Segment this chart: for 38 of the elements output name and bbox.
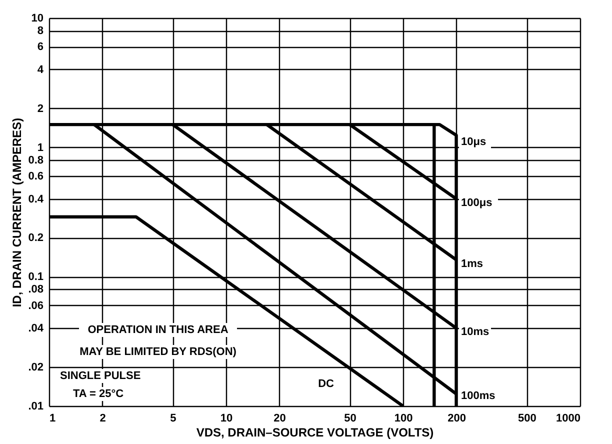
y-tick-label: 0.4 — [28, 193, 44, 206]
y-tick-label: 0.8 — [28, 154, 44, 166]
y-axis-title: ID, DRAIN CURRENT (AMPERES) — [10, 118, 24, 308]
x-tick-label: 5 — [170, 412, 176, 424]
x-tick-label: 20 — [274, 412, 286, 424]
annotation: OPERATION IN THIS AREA — [88, 324, 228, 336]
x-tick-label: 50 — [344, 412, 356, 424]
y-tick-label: 6 — [37, 41, 44, 54]
x-tick-label: 10 — [220, 412, 233, 424]
y-tick-label: .02 — [28, 362, 44, 374]
y-tick-label: 0.6 — [28, 170, 44, 183]
x-tick-label: 200 — [448, 412, 466, 424]
x-tick-label: 2 — [100, 412, 106, 424]
annotation: 10ms — [461, 326, 490, 338]
annotation: TA = 25°C — [73, 388, 124, 400]
annotation: 1ms — [461, 258, 484, 270]
annotation: 100ms — [461, 390, 496, 402]
y-tick-label: .06 — [28, 300, 44, 312]
annotation: 10μs — [461, 136, 486, 148]
y-tick-label: .01 — [28, 400, 44, 412]
x-tick-label: 500 — [518, 412, 536, 424]
annotation: DC — [318, 378, 334, 390]
y-tick-label: 0.2 — [28, 232, 44, 244]
y-tick-label: 10 — [31, 12, 44, 24]
annotation: SINGLE PULSE — [60, 370, 141, 382]
annotation: MAY BE LIMITED BY RDS(ON) — [80, 346, 237, 358]
y-tick-label: .08 — [28, 284, 44, 296]
y-tick-label: 1 — [37, 142, 44, 154]
x-tick-label: 1 — [50, 412, 56, 424]
x-axis-title: VDS, DRAIN–SOURCE VOLTAGE (VOLTS) — [196, 426, 434, 440]
x-tick-label: 100 — [394, 412, 413, 424]
x-tick-label: 1000 — [556, 412, 580, 424]
y-tick-label: 8 — [37, 25, 44, 38]
y-tick-label: .04 — [28, 322, 44, 335]
y-tick-label: 4 — [37, 64, 44, 76]
y-tick-label: 0.1 — [28, 271, 44, 284]
y-tick-label: 2 — [37, 102, 44, 115]
annotation: 100μs — [461, 197, 492, 209]
